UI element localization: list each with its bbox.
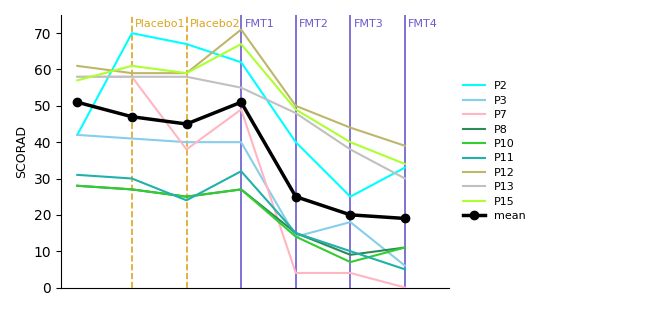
P2 [237, 60, 245, 64]
P7 [73, 75, 81, 79]
Line: P10: P10 [77, 186, 405, 262]
P12 [292, 104, 300, 108]
P7 [346, 271, 354, 275]
P11 [237, 169, 245, 173]
P3 [73, 133, 81, 137]
P11 [292, 231, 300, 235]
Line: mean: mean [73, 98, 409, 223]
mean [346, 213, 354, 217]
P10 [401, 246, 409, 249]
P15 [237, 42, 245, 46]
P10 [346, 260, 354, 264]
Line: P15: P15 [77, 44, 405, 164]
P11 [401, 267, 409, 271]
Line: P7: P7 [77, 77, 405, 287]
P8 [346, 253, 354, 257]
Text: FMT1: FMT1 [244, 19, 274, 29]
P11 [128, 177, 136, 180]
P7 [237, 108, 245, 111]
P3 [292, 235, 300, 239]
Line: P12: P12 [77, 30, 405, 146]
P12 [128, 71, 136, 75]
Line: P8: P8 [77, 186, 405, 255]
P13 [128, 75, 136, 79]
P12 [237, 28, 245, 31]
mean [183, 122, 190, 126]
Text: FMT4: FMT4 [408, 19, 438, 29]
P12 [73, 64, 81, 68]
mean [73, 100, 81, 104]
Line: P11: P11 [77, 171, 405, 269]
P10 [237, 188, 245, 191]
P13 [292, 111, 300, 115]
P15 [183, 71, 190, 75]
P10 [128, 188, 136, 191]
P3 [401, 264, 409, 267]
P13 [346, 147, 354, 151]
Line: P2: P2 [77, 33, 405, 197]
mean [128, 115, 136, 118]
mean [237, 100, 245, 104]
P13 [183, 75, 190, 79]
P2 [346, 195, 354, 198]
P3 [183, 140, 190, 144]
Line: P3: P3 [77, 135, 405, 266]
P8 [128, 188, 136, 191]
P7 [128, 75, 136, 79]
P2 [128, 31, 136, 35]
P2 [73, 133, 81, 137]
P2 [183, 42, 190, 46]
P12 [346, 126, 354, 129]
P13 [73, 75, 81, 79]
mean [401, 216, 409, 220]
P15 [128, 64, 136, 68]
Text: Placebo2: Placebo2 [190, 19, 240, 29]
P15 [346, 140, 354, 144]
mean [292, 195, 300, 198]
P8 [292, 231, 300, 235]
P2 [401, 166, 409, 169]
P13 [237, 86, 245, 90]
P3 [346, 220, 354, 224]
P15 [401, 162, 409, 166]
Legend: P2, P3, P7, P8, P10, P11, P12, P13, P15, mean: P2, P3, P7, P8, P10, P11, P12, P13, P15,… [458, 77, 530, 226]
P8 [401, 246, 409, 249]
P15 [73, 79, 81, 82]
P11 [73, 173, 81, 177]
P10 [73, 184, 81, 188]
P11 [346, 249, 354, 253]
Y-axis label: SCORAD: SCORAD [15, 125, 28, 178]
P10 [292, 235, 300, 239]
Text: FMT3: FMT3 [354, 19, 384, 29]
P7 [292, 271, 300, 275]
Text: FMT2: FMT2 [299, 19, 329, 29]
P13 [401, 177, 409, 180]
P7 [401, 285, 409, 289]
P10 [183, 195, 190, 198]
P3 [237, 140, 245, 144]
Line: P13: P13 [77, 77, 405, 179]
P8 [73, 184, 81, 188]
P8 [183, 195, 190, 198]
P2 [292, 140, 300, 144]
P8 [237, 188, 245, 191]
P15 [292, 108, 300, 111]
P12 [183, 71, 190, 75]
P7 [183, 147, 190, 151]
P3 [128, 137, 136, 140]
P12 [401, 144, 409, 148]
Text: Placebo1: Placebo1 [135, 19, 186, 29]
P11 [183, 198, 190, 202]
